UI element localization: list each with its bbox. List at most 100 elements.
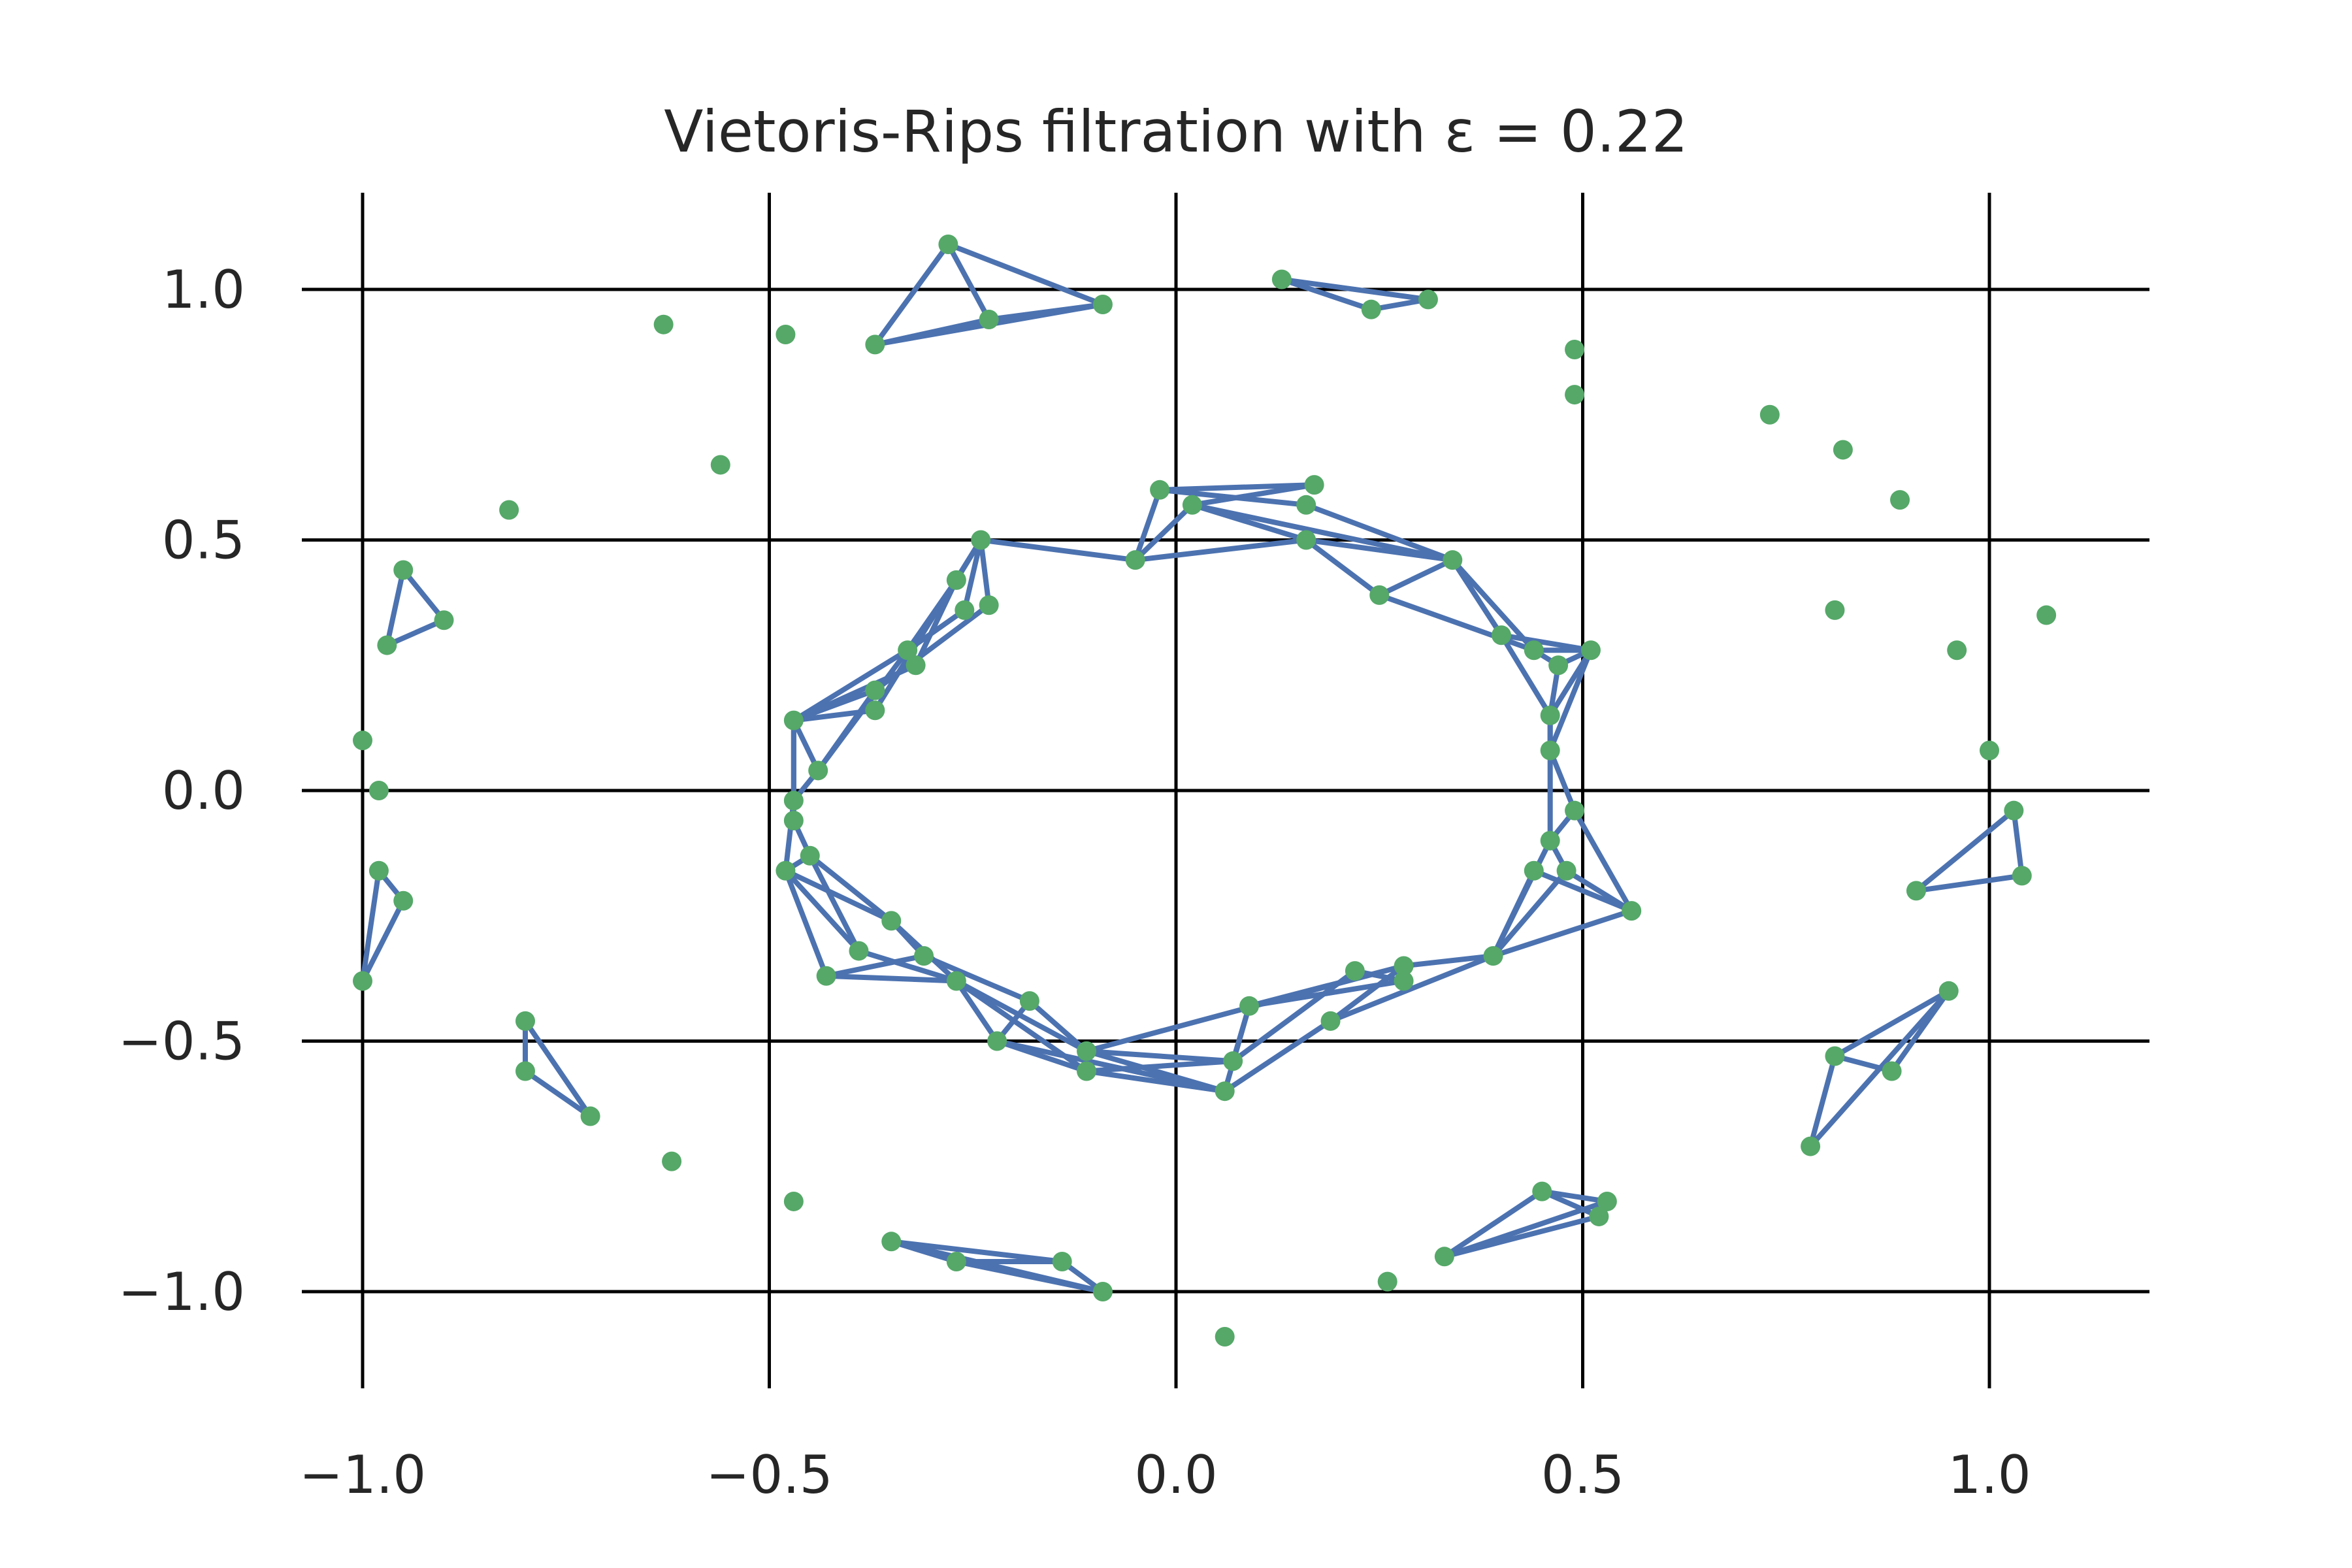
edge bbox=[1303, 502, 1456, 563]
data-point bbox=[353, 730, 372, 751]
data-point bbox=[881, 1232, 902, 1252]
data-point bbox=[1532, 1181, 1552, 1201]
edge bbox=[1832, 1053, 1895, 1074]
data-point bbox=[1077, 1061, 1097, 1081]
edge bbox=[1531, 868, 1635, 914]
edge bbox=[1279, 276, 1374, 312]
data-point bbox=[2012, 866, 2032, 886]
data-point bbox=[434, 610, 454, 630]
data-point bbox=[1825, 600, 1845, 620]
edge bbox=[1132, 537, 1309, 563]
data-point bbox=[946, 1251, 966, 1271]
edge bbox=[2011, 808, 2025, 879]
data-point bbox=[1215, 1081, 1235, 1102]
points bbox=[353, 234, 2057, 1347]
data-point bbox=[662, 1151, 682, 1171]
data-point bbox=[2036, 605, 2057, 625]
edge bbox=[523, 1068, 593, 1119]
edge bbox=[872, 537, 984, 713]
data-point bbox=[1890, 490, 1910, 510]
y-tick-label: 1.0 bbox=[162, 259, 245, 320]
data-point bbox=[1938, 981, 1959, 1001]
edge bbox=[823, 953, 927, 979]
edges bbox=[360, 241, 2025, 1294]
edge bbox=[1450, 557, 1537, 653]
data-point bbox=[515, 1061, 535, 1081]
data-point bbox=[393, 890, 414, 911]
data-point bbox=[1947, 640, 1967, 661]
edge bbox=[360, 868, 382, 984]
edge bbox=[1450, 557, 1504, 638]
data-point bbox=[1418, 289, 1438, 310]
data-point bbox=[1540, 705, 1560, 725]
data-point bbox=[1524, 860, 1544, 881]
edge bbox=[1189, 502, 1456, 563]
data-point bbox=[1565, 385, 1585, 405]
edge bbox=[986, 302, 1105, 323]
edge bbox=[1490, 868, 1569, 959]
edge bbox=[978, 537, 992, 608]
data-point bbox=[710, 455, 730, 475]
edge bbox=[1490, 838, 1553, 959]
data-point bbox=[1540, 740, 1560, 760]
edge bbox=[1377, 557, 1456, 598]
data-point bbox=[776, 325, 796, 345]
data-point bbox=[1077, 1041, 1097, 1061]
data-point bbox=[955, 600, 975, 620]
data-point bbox=[1394, 971, 1414, 991]
edge bbox=[889, 1239, 1065, 1264]
y-tick-label: −0.5 bbox=[118, 1011, 245, 1072]
edge bbox=[807, 853, 862, 954]
edge bbox=[978, 537, 1138, 563]
edge bbox=[1547, 747, 1578, 813]
data-point bbox=[1150, 480, 1170, 500]
data-point bbox=[1239, 996, 1260, 1016]
edge bbox=[921, 953, 1032, 1004]
edge bbox=[945, 241, 1105, 308]
data-point bbox=[1215, 1327, 1235, 1347]
data-point bbox=[1801, 1136, 1821, 1156]
data-point bbox=[1320, 1011, 1341, 1031]
edge bbox=[872, 241, 951, 348]
edge bbox=[523, 1018, 593, 1119]
data-point bbox=[1377, 1271, 1397, 1292]
edge bbox=[783, 868, 862, 954]
data-point bbox=[946, 570, 966, 590]
data-point bbox=[1345, 961, 1365, 981]
data-point bbox=[1092, 295, 1113, 315]
edge bbox=[1808, 1053, 1838, 1149]
edge bbox=[953, 1258, 1105, 1294]
y-tick-label: 0.5 bbox=[162, 510, 245, 571]
data-point bbox=[783, 710, 804, 730]
data-point bbox=[580, 1106, 600, 1126]
data-point bbox=[368, 860, 389, 881]
data-point bbox=[1223, 1051, 1243, 1071]
x-tick-labels: −1.0 −0.5 0.0 0.5 1.0 bbox=[299, 1445, 2031, 1505]
data-point bbox=[1434, 1247, 1454, 1267]
edge bbox=[1499, 632, 1593, 653]
edge bbox=[384, 617, 447, 648]
data-point bbox=[1540, 830, 1560, 851]
edge bbox=[791, 647, 911, 723]
grid bbox=[302, 193, 2149, 1388]
data-point bbox=[499, 500, 519, 520]
data-point bbox=[800, 845, 820, 866]
edge bbox=[1084, 1048, 1236, 1064]
data-point bbox=[1052, 1251, 1072, 1271]
data-point bbox=[1443, 550, 1463, 570]
data-point bbox=[881, 911, 902, 931]
data-point bbox=[1565, 340, 1585, 360]
edge bbox=[1279, 276, 1431, 302]
data-point bbox=[776, 860, 796, 881]
edge bbox=[1441, 1188, 1545, 1260]
data-point bbox=[1182, 495, 1202, 515]
x-tick-label: −0.5 bbox=[706, 1445, 832, 1505]
edge bbox=[1303, 537, 1456, 563]
edge bbox=[1889, 988, 1952, 1074]
data-point bbox=[865, 680, 885, 700]
data-point bbox=[1556, 860, 1576, 881]
data-point bbox=[1492, 625, 1511, 645]
data-point bbox=[1125, 550, 1145, 570]
edge bbox=[1539, 1188, 1610, 1204]
y-tick-label: 0.0 bbox=[162, 760, 245, 821]
